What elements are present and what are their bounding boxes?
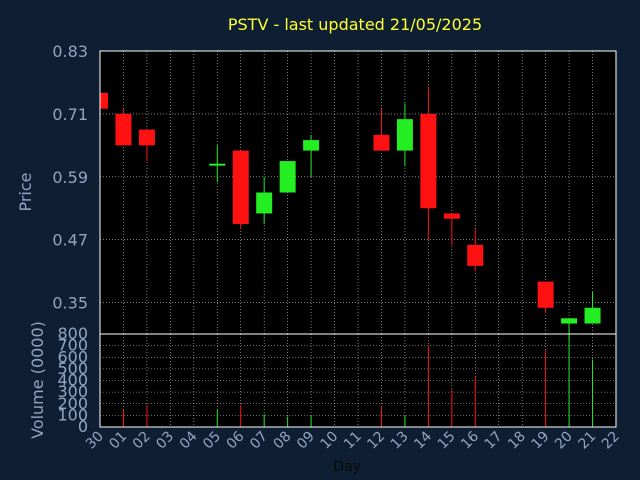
x-tick-label: 20 xyxy=(552,429,576,453)
candle-body xyxy=(232,150,249,224)
candle-body xyxy=(373,134,390,151)
price-tick-label: 0.35 xyxy=(52,294,88,313)
x-tick-label: 15 xyxy=(435,429,459,453)
x-tick-label: 13 xyxy=(388,429,412,453)
volume-panel-border xyxy=(99,333,617,428)
x-tick-label: 08 xyxy=(271,429,295,453)
candle-body xyxy=(396,119,413,151)
volume-tick-label: 100 xyxy=(57,405,88,424)
x-axis-label: Day xyxy=(333,459,361,475)
volume-axis-label: Volume (0000) xyxy=(28,321,47,439)
candle-body xyxy=(256,192,273,214)
x-tick-label: 12 xyxy=(364,429,388,453)
price-tick-label: 0.71 xyxy=(52,105,88,124)
x-tick-label: 14 xyxy=(411,428,435,452)
x-tick-label: 02 xyxy=(130,429,154,453)
x-tick-label: 18 xyxy=(505,429,529,453)
volume-tick-label: 600 xyxy=(57,347,88,366)
volume-tick-label: 500 xyxy=(57,359,88,378)
x-tick-label: 10 xyxy=(317,429,341,453)
x-tick-label: 06 xyxy=(224,428,248,452)
price-tick-label: 0.59 xyxy=(52,168,88,187)
x-tick-label: 17 xyxy=(482,429,506,453)
x-tick-label: 16 xyxy=(458,428,482,452)
x-tick-label: 01 xyxy=(106,429,130,453)
volume-tick-label: 400 xyxy=(57,371,88,390)
candle-body xyxy=(279,161,296,193)
volume-tick-label: 0 xyxy=(78,417,88,436)
x-tick-label: 21 xyxy=(575,429,599,453)
candle-body xyxy=(100,92,108,109)
x-tick-label: 05 xyxy=(200,429,224,453)
x-tick-label: 11 xyxy=(341,429,365,453)
volume-tick-label: 700 xyxy=(57,336,88,355)
candle-body xyxy=(584,307,601,324)
x-tick-label: 07 xyxy=(247,429,271,453)
x-tick-label: 22 xyxy=(599,429,623,453)
candle-body xyxy=(443,213,460,219)
volume-tick-label: 300 xyxy=(57,382,88,401)
x-tick-label: 03 xyxy=(153,429,177,453)
candle-body xyxy=(209,163,226,166)
candle-body xyxy=(115,113,132,146)
volume-tick-label: 200 xyxy=(57,394,88,413)
candle-body xyxy=(537,281,554,308)
price-axis-label: Price xyxy=(16,172,35,211)
chart-title: PSTV - last updated 21/05/2025 xyxy=(228,15,482,34)
candle-body xyxy=(561,318,578,324)
x-tick-label: 09 xyxy=(294,429,318,453)
candle-body xyxy=(303,140,320,151)
price-tick-label: 0.83 xyxy=(52,42,88,61)
x-tick-label: 19 xyxy=(529,429,553,453)
price-tick-label: 0.47 xyxy=(52,231,88,250)
candle-body xyxy=(420,113,437,209)
candle-body xyxy=(467,244,484,266)
x-tick-label: 04 xyxy=(177,428,201,452)
volume-tick-label: 800 xyxy=(57,324,88,343)
candle-body xyxy=(138,129,155,146)
